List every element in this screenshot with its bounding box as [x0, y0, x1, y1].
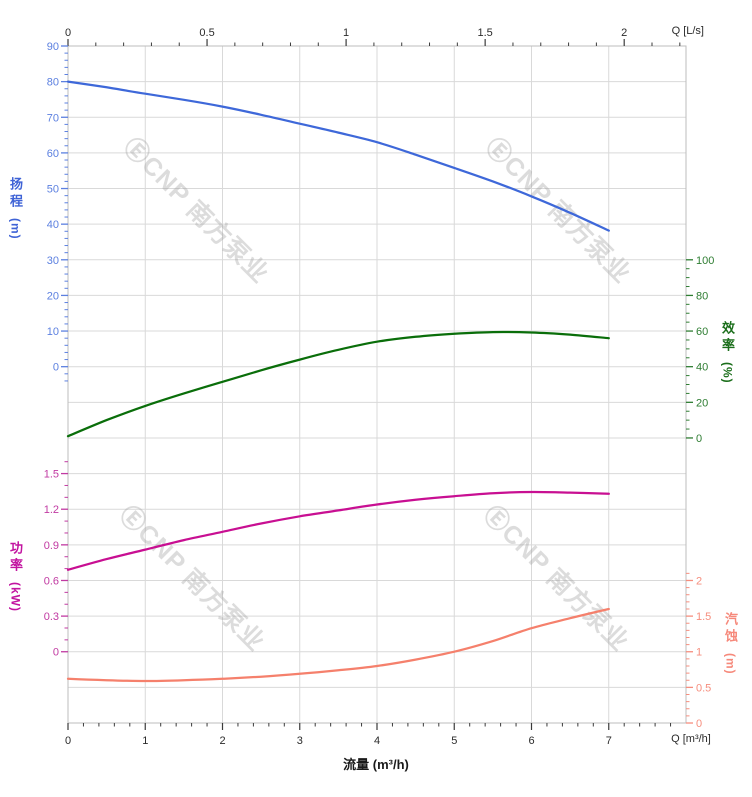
- power-curve: [66, 490, 610, 571]
- bottom-tick-label: 4: [374, 735, 380, 747]
- watermark: ⒺCNP 南方泵业: [478, 500, 635, 657]
- head-tick-label: 60: [47, 148, 59, 160]
- bottom-tick-label: 7: [606, 735, 612, 747]
- head-tick-label: 50: [47, 184, 59, 196]
- head-tick-label: 10: [47, 326, 59, 338]
- power-tick-label: 0.3: [44, 611, 59, 623]
- head-tick-label: 90: [47, 41, 59, 53]
- bottom-tick-label: 0: [65, 735, 71, 747]
- bottom-tick-label: 1: [142, 735, 148, 747]
- power-tick-label: 0.9: [44, 540, 59, 552]
- npsh-tick-label: 0: [696, 718, 702, 730]
- npsh-curve: [66, 607, 610, 683]
- efficiency-tick-label: 100: [696, 255, 714, 267]
- npsh-axis-unit-text: (m): [723, 653, 738, 675]
- head-tick-label: 70: [47, 112, 59, 124]
- watermark: ⒺCNP 南方泵业: [480, 132, 637, 289]
- npsh-tick-label: 1.5: [696, 611, 711, 623]
- head-tick-label: 30: [47, 255, 59, 267]
- head-tick-label: 0: [53, 362, 59, 374]
- top-axis-unit-label: Q [L/s]: [671, 25, 704, 37]
- power-tick-label: 0.6: [44, 575, 59, 587]
- bottom-tick-label: 3: [297, 735, 303, 747]
- efficiency-tick-label: 60: [696, 326, 708, 338]
- efficiency-tick-label: 20: [696, 397, 708, 409]
- power-tick-label: 1.5: [44, 469, 59, 481]
- efficiency-axis-unit-text: (%): [720, 362, 735, 384]
- power-tick-label: 0: [53, 647, 59, 659]
- npsh-tick-label: 2: [696, 575, 702, 587]
- efficiency-axis-title-text: 效率: [720, 321, 735, 355]
- watermark: ⒺCNP 南方泵业: [118, 132, 275, 289]
- top-tick-label: 1.5: [478, 27, 493, 39]
- power-axis-title-text: 功率: [8, 541, 23, 575]
- top-tick-label: 2: [621, 27, 627, 39]
- npsh-tick-label: 0.5: [696, 682, 711, 694]
- efficiency-axis-title: 效率 (%): [720, 321, 735, 384]
- bottom-axis-unit-label: Q [m³/h]: [671, 733, 711, 745]
- bottom-tick-label: 2: [219, 735, 225, 747]
- watermark: ⒺCNP 南方泵业: [114, 500, 271, 657]
- top-tick-label: 0.5: [199, 27, 214, 39]
- power-axis-title: 功率 (kW): [8, 541, 23, 612]
- efficiency-tick-label: 40: [696, 362, 708, 374]
- top-tick-label: 0: [65, 27, 71, 39]
- power-axis-unit-text: (kW): [8, 582, 23, 612]
- head-axis-title-text: 扬程: [8, 177, 23, 211]
- flow-axis-title: 流量 (m³/h): [343, 757, 409, 772]
- power-tick-label: 1.2: [44, 504, 59, 516]
- head-tick-label: 40: [47, 219, 59, 231]
- top-tick-label: 1: [343, 27, 349, 39]
- efficiency-curve: [66, 330, 610, 438]
- npsh-axis-title-text: 汽蚀: [723, 612, 738, 646]
- npsh-axis-title: 汽蚀 (m): [723, 612, 738, 675]
- head-curve: [66, 80, 610, 232]
- efficiency-tick-label: 80: [696, 290, 708, 302]
- head-axis-unit-text: (m): [8, 218, 23, 240]
- npsh-tick-label: 1: [696, 647, 702, 659]
- head-tick-label: 20: [47, 290, 59, 302]
- head-tick-label: 80: [47, 77, 59, 89]
- bottom-tick-label: 5: [451, 735, 457, 747]
- efficiency-tick-label: 0: [696, 433, 702, 445]
- bottom-tick-label: 6: [528, 735, 534, 747]
- head-axis-title: 扬程 (m): [8, 177, 23, 240]
